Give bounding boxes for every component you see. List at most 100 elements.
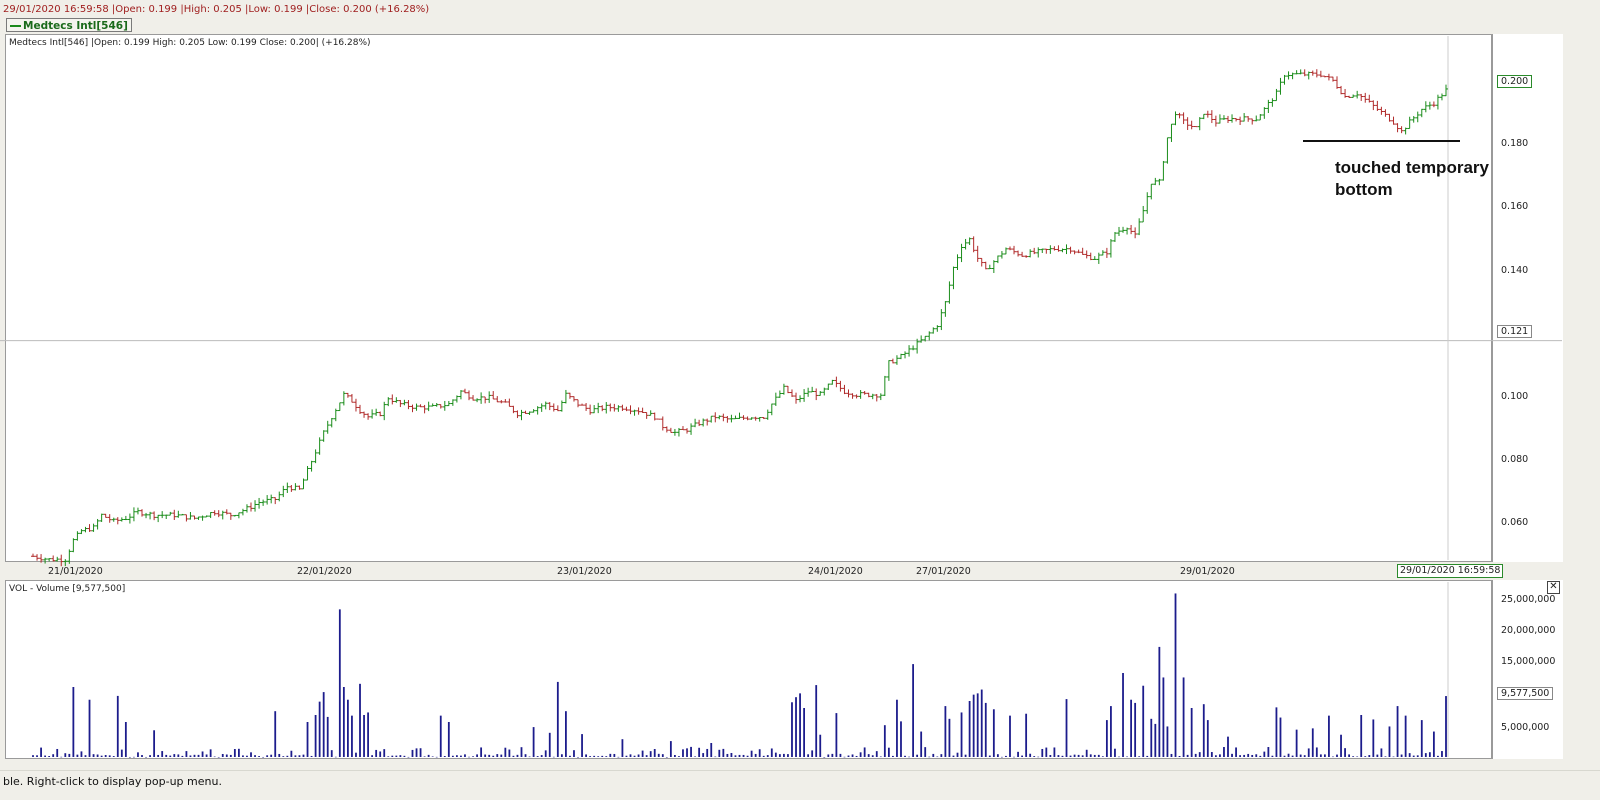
volume-bar bbox=[811, 750, 814, 757]
volume-bar bbox=[52, 754, 55, 757]
volume-bar bbox=[1400, 754, 1403, 757]
volume-bar bbox=[1344, 748, 1346, 757]
volume-bar bbox=[480, 747, 483, 757]
volume-bar bbox=[778, 754, 781, 757]
volume-bar bbox=[1190, 708, 1193, 757]
volume-bar bbox=[1033, 756, 1036, 757]
volume-bar bbox=[665, 756, 668, 758]
volume-bar bbox=[1089, 754, 1092, 757]
volume-bar bbox=[189, 755, 192, 757]
volume-bar bbox=[1340, 734, 1342, 757]
volume-bar bbox=[1388, 726, 1391, 757]
volume-bar bbox=[492, 755, 495, 757]
volume-bar bbox=[1085, 749, 1088, 757]
volume-bar bbox=[1130, 699, 1133, 757]
volume-bar bbox=[1061, 755, 1064, 757]
volume-bar bbox=[1428, 752, 1431, 757]
volume-bar bbox=[601, 755, 604, 757]
volume-bar bbox=[1093, 754, 1096, 757]
price-chart-panel[interactable]: Medtecs Intl[546] |Open: 0.199 High: 0.2… bbox=[5, 34, 1492, 562]
volume-bar bbox=[133, 756, 135, 758]
volume-bar bbox=[1315, 747, 1318, 757]
volume-bar bbox=[157, 754, 160, 757]
volume-bar bbox=[439, 715, 442, 757]
volume-bar bbox=[294, 755, 297, 757]
volume-bar bbox=[1408, 753, 1411, 757]
volume-bar bbox=[1311, 728, 1314, 757]
volume-bar bbox=[1154, 723, 1157, 757]
volume-bar bbox=[1376, 754, 1379, 757]
volume-bar bbox=[1420, 720, 1423, 757]
volume-bar bbox=[847, 755, 850, 757]
volume-bar bbox=[900, 721, 902, 757]
status-bar: ble. Right-click to display pop-up menu. bbox=[0, 770, 1600, 800]
volume-bar bbox=[48, 756, 51, 757]
volume-bar bbox=[653, 749, 656, 757]
volume-bar bbox=[258, 756, 260, 757]
volume-bar bbox=[649, 751, 652, 757]
volume-bar bbox=[262, 756, 265, 758]
volume-bar bbox=[1332, 756, 1334, 758]
volume-bar bbox=[609, 753, 612, 757]
volume-bar bbox=[544, 750, 547, 757]
series-legend-tag[interactable]: Medtecs Intl[546] bbox=[6, 18, 132, 32]
volume-bar bbox=[1303, 755, 1306, 757]
volume-bar bbox=[1041, 748, 1044, 757]
volume-bar bbox=[944, 706, 947, 757]
volume-bar bbox=[72, 687, 75, 757]
volume-bar bbox=[1021, 755, 1023, 757]
volume-bar bbox=[581, 734, 583, 757]
volume-chart-panel[interactable]: VOL - Volume [9,577,500] bbox=[5, 580, 1492, 759]
volume-bar bbox=[254, 755, 256, 757]
volume-bar bbox=[419, 748, 422, 757]
volume-bar bbox=[750, 750, 753, 757]
volume-bar bbox=[484, 754, 487, 757]
volume-bar bbox=[702, 753, 705, 757]
volume-bar bbox=[411, 749, 414, 757]
volume-bar bbox=[217, 756, 220, 758]
volume-bar bbox=[1114, 748, 1116, 757]
volume-bar bbox=[1045, 747, 1048, 757]
volume-bar bbox=[1396, 706, 1399, 757]
series-legend-label: Medtecs Intl[546] bbox=[23, 20, 128, 32]
volume-bar bbox=[1348, 754, 1351, 757]
volume-bar bbox=[1356, 756, 1359, 757]
volume-bar bbox=[948, 718, 951, 757]
volume-bar bbox=[908, 756, 910, 758]
volume-bar bbox=[536, 756, 539, 757]
volume-bar bbox=[678, 756, 680, 757]
volume-bar bbox=[250, 752, 252, 757]
volume-bar bbox=[1336, 754, 1338, 757]
volume-bar bbox=[1243, 754, 1246, 757]
volume-bar bbox=[1118, 756, 1120, 758]
volume-bar bbox=[1364, 756, 1367, 757]
volume-bar bbox=[524, 754, 527, 757]
volume-bar bbox=[629, 754, 632, 757]
volume-bar bbox=[290, 750, 293, 757]
volume-bar bbox=[197, 754, 200, 757]
volume-bar bbox=[1182, 677, 1185, 757]
volume-bar bbox=[334, 756, 337, 758]
close-icon[interactable]: ✕ bbox=[1547, 581, 1560, 594]
volume-bar bbox=[1029, 753, 1032, 757]
volume-bar bbox=[1170, 753, 1173, 757]
volume-bar bbox=[1077, 754, 1080, 757]
volume-bar bbox=[40, 747, 42, 757]
volume-bar bbox=[427, 754, 430, 757]
volume-bar bbox=[221, 753, 224, 757]
volume-bar bbox=[807, 754, 810, 757]
volume-bar bbox=[56, 748, 59, 757]
volume-bar bbox=[391, 755, 394, 757]
volume-bar bbox=[795, 697, 797, 757]
volume-bar bbox=[1412, 755, 1415, 757]
volume-bar bbox=[96, 754, 99, 757]
volume-bar bbox=[177, 754, 180, 757]
volume-bar bbox=[936, 756, 939, 758]
volume-bar bbox=[577, 756, 579, 758]
volume-bar bbox=[984, 702, 987, 757]
price-tick-label: 0.180 bbox=[1501, 138, 1529, 149]
volume-bar bbox=[734, 755, 737, 757]
volume-bar bbox=[827, 754, 830, 757]
volume-bar bbox=[912, 664, 914, 757]
volume-bar bbox=[318, 701, 321, 757]
